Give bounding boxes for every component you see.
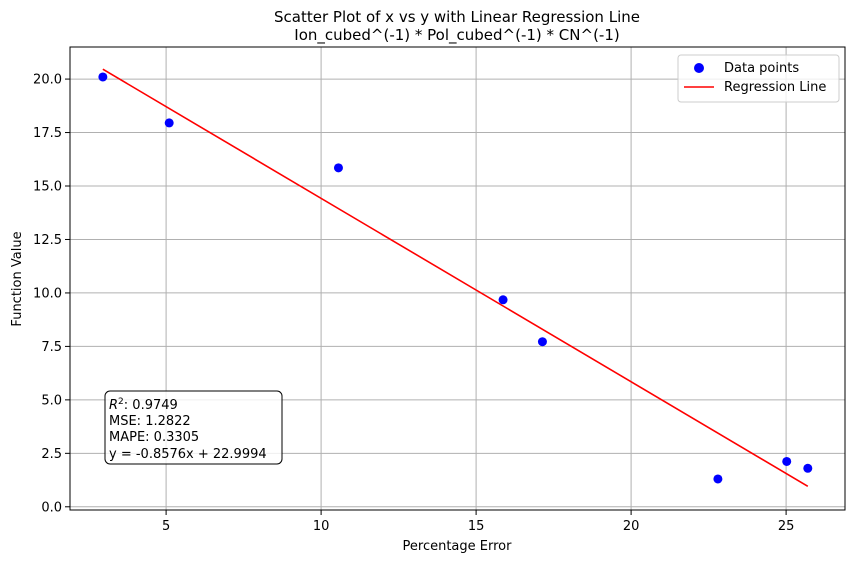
stats-mse: MSE: 1.2822	[109, 414, 191, 429]
stats-r2-superscript: 2	[118, 397, 124, 407]
stats-mape: MAPE: 0.3305	[109, 430, 199, 445]
axis-ticks: 5 10 15 20 25 0.0 2.5 5.0 7.5 10.0 12.5 15.0 17.5 20.…	[33, 73, 794, 534]
legend-box	[677, 54, 840, 103]
data-point	[713, 474, 723, 484]
data-point	[498, 295, 508, 305]
chart-title: Scatter Plot of x vs y with Linear Regre…	[274, 8, 640, 26]
y-tick-label: 17.5	[33, 126, 62, 141]
stats-r2-value: : 0.9749	[124, 398, 178, 413]
y-tick-label: 7.5	[41, 340, 62, 355]
regression-line	[102, 68, 809, 487]
plot-frame	[69, 46, 846, 511]
y-tick-label: 5.0	[41, 393, 62, 408]
x-tick-label: 5	[162, 519, 170, 534]
data-point	[333, 163, 343, 173]
y-tick-label: 20.0	[33, 73, 62, 88]
data-point	[98, 72, 108, 82]
y-tick-label: 2.5	[41, 447, 62, 462]
y-tick-label: 0.0	[41, 500, 62, 515]
stats-r2-symbol: R	[109, 398, 118, 413]
x-tick-label: 15	[468, 519, 485, 534]
x-axis-label: Percentage Error	[403, 539, 513, 554]
y-tick-label: 12.5	[33, 233, 62, 248]
data-point	[782, 456, 792, 466]
y-axis-label: Function Value	[10, 231, 25, 326]
y-tick-label: 10.0	[33, 286, 62, 301]
data-point	[537, 337, 547, 347]
x-tick-label: 20	[623, 519, 640, 534]
legend-label-regression-line: Regression Line	[724, 80, 826, 95]
chart-subtitle: Ion_cubed^(-1) * Pol_cubed^(-1) * CN^(-1…	[294, 26, 619, 45]
x-tick-label: 25	[778, 519, 795, 534]
legend-label-data-points: Data points	[724, 61, 799, 76]
x-tick-label: 10	[313, 519, 330, 534]
stats-annotation: R2: 0.9749 MSE: 1.2822 MAPE: 0.3305 y = …	[104, 390, 283, 465]
series-layer	[98, 68, 813, 487]
legend-marker-data-points	[694, 63, 704, 73]
stats-r2: R2: 0.9749	[109, 397, 178, 413]
stats-box	[104, 390, 283, 465]
legend: Data points Regression Line	[677, 54, 840, 103]
data-point	[164, 118, 174, 128]
data-point	[803, 463, 813, 473]
y-tick-label: 15.0	[33, 180, 62, 195]
stats-equation: y = -0.8576x + 22.9994	[109, 447, 267, 462]
